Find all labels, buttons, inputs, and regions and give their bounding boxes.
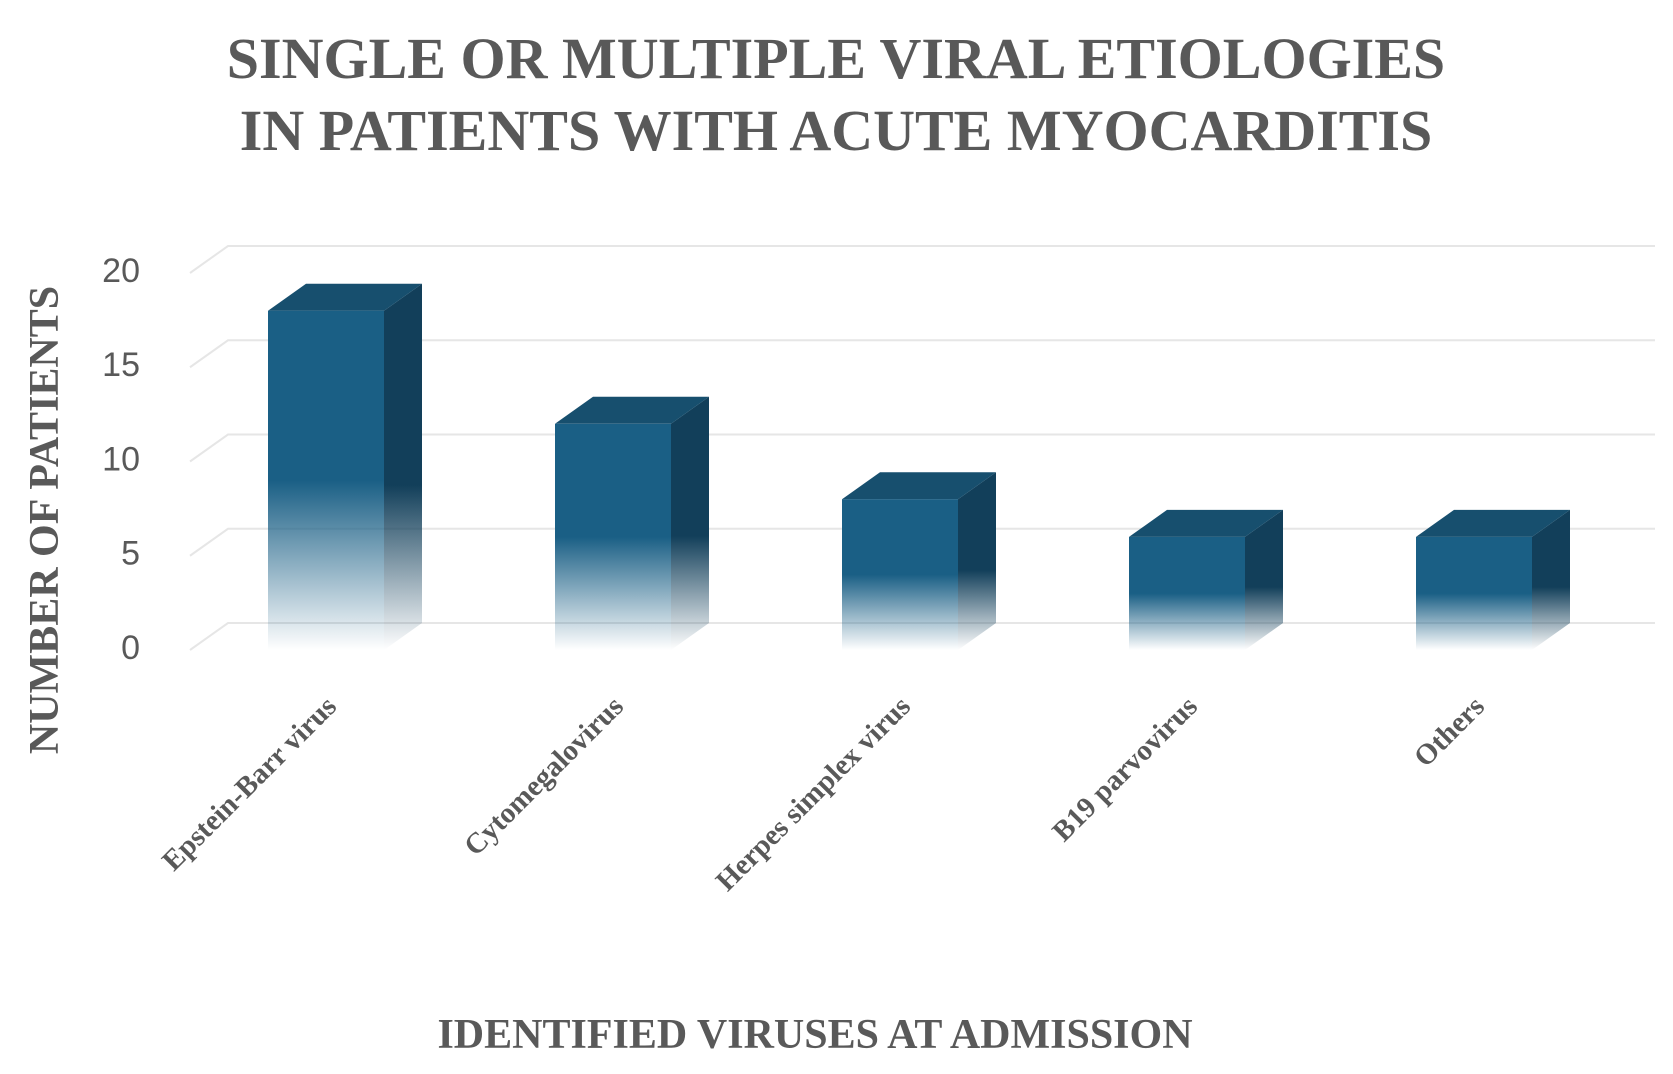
bar bbox=[1416, 509, 1570, 650]
x-tick-label: Others bbox=[1408, 690, 1491, 773]
bar-side bbox=[1245, 509, 1283, 650]
bar-top bbox=[842, 472, 996, 500]
bar-front bbox=[1129, 536, 1245, 650]
bar-top bbox=[1129, 509, 1283, 537]
y-axis-title: NUMBER OF PATIENTS bbox=[22, 286, 68, 754]
bar bbox=[1129, 509, 1283, 650]
grid-line bbox=[189, 433, 1655, 463]
bar-top bbox=[1416, 509, 1570, 537]
bar-front bbox=[1416, 536, 1532, 650]
bar bbox=[555, 396, 709, 650]
bar bbox=[268, 283, 422, 650]
bar-front bbox=[555, 423, 671, 650]
x-tick-label: B19 parvovirus bbox=[1046, 690, 1204, 848]
bar-side bbox=[958, 472, 996, 650]
y-tick-label: 15 bbox=[102, 346, 140, 384]
bar-side bbox=[671, 396, 709, 650]
bar-top bbox=[555, 396, 709, 424]
y-tick-label: 20 bbox=[102, 252, 140, 290]
bar bbox=[842, 472, 996, 650]
bar-side bbox=[1532, 509, 1570, 650]
y-tick-label: 0 bbox=[121, 629, 140, 667]
bar-front bbox=[268, 310, 384, 650]
grid-line bbox=[189, 339, 1655, 369]
bar-top bbox=[268, 283, 422, 311]
bar-side bbox=[384, 283, 422, 650]
x-tick-label: Epstein-Barr virus bbox=[156, 690, 343, 877]
y-tick-label: 10 bbox=[102, 440, 140, 478]
chart-title: IN PATIENTS WITH ACUTE MYOCARDITIS bbox=[240, 98, 1432, 163]
chart-title: SINGLE OR MULTIPLE VIRAL ETIOLOGIES bbox=[227, 26, 1445, 91]
bar-front bbox=[842, 499, 958, 650]
grid-line bbox=[189, 245, 1655, 274]
x-axis-title: IDENTIFIED VIRUSES AT ADMISSION bbox=[437, 1012, 1192, 1058]
x-tick-label: Cytomegalovirus bbox=[458, 690, 630, 862]
x-tick-label: Herpes simplex virus bbox=[710, 690, 917, 897]
y-tick-label: 5 bbox=[121, 535, 140, 573]
